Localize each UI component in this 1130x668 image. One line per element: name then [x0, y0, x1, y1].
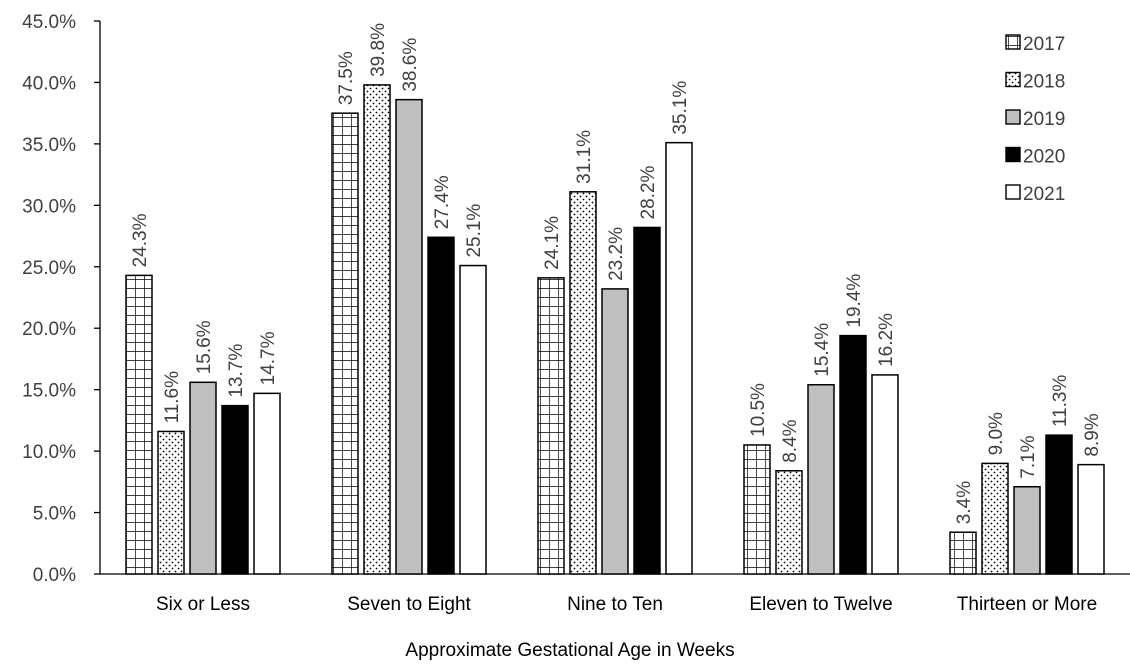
- bar-2018-4: [981, 462, 1009, 575]
- data-label: 39.8%: [368, 23, 389, 77]
- bar-2021-2: [665, 141, 693, 575]
- data-label: 24.3%: [130, 213, 151, 267]
- legend-swatch-2020: [1005, 146, 1021, 163]
- bar-2021-3: [871, 374, 899, 575]
- bar-2018-3: [775, 470, 803, 575]
- bar-2018-2: [569, 191, 597, 575]
- bar-2017-3: [743, 444, 771, 575]
- bar-2017-2: [537, 277, 565, 575]
- bar-2019-4: [1013, 485, 1041, 575]
- bar-2021-1: [459, 264, 487, 575]
- data-label: 11.3%: [1050, 375, 1071, 428]
- legend-label: 2018: [1023, 72, 1065, 93]
- bar-2020-0: [221, 404, 249, 575]
- x-axis: Six or Less Seven to Eight Nine to Ten Elev…: [100, 573, 1130, 615]
- data-label: 16.2%: [876, 313, 897, 367]
- data-label: 24.1%: [542, 216, 563, 270]
- bar-2021-0: [253, 392, 281, 575]
- x-tick-label: Seven to Eight: [347, 594, 471, 615]
- x-tick-label: Eleven to Twelve: [749, 594, 892, 615]
- legend-label: 2021: [1023, 184, 1065, 205]
- legend-swatch-2017: [1005, 34, 1021, 50]
- bar-2019-1: [395, 98, 423, 575]
- legend-swatch-2018: [1005, 71, 1021, 88]
- data-label: 13.7%: [226, 344, 247, 398]
- bar-2017-0: [125, 274, 153, 575]
- legend-swatch-2021: [1005, 184, 1021, 200]
- data-label: 35.1%: [670, 81, 691, 135]
- data-label: 37.5%: [336, 51, 357, 105]
- x-tick-label: Six or Less: [156, 594, 250, 615]
- y-tick-label: 20.0%: [22, 319, 76, 340]
- bars: [125, 84, 1105, 575]
- data-label: 14.7%: [258, 331, 279, 385]
- data-label: 19.4%: [844, 274, 865, 328]
- data-label: 23.2%: [606, 227, 627, 281]
- bar-2018-1: [363, 84, 391, 575]
- bar-2020-1: [427, 236, 455, 575]
- data-label: 28.2%: [638, 165, 659, 219]
- legend-label: 2017: [1023, 34, 1065, 55]
- data-label: 15.6%: [194, 320, 215, 374]
- y-tick-label: 5.0%: [33, 504, 76, 525]
- y-tick-label: 40.0%: [22, 73, 76, 94]
- bar-2017-4: [949, 531, 977, 575]
- data-label: 10.5%: [748, 383, 769, 437]
- data-label: 25.1%: [464, 204, 485, 258]
- legend: 2017 2018 2019 2020 2021: [1005, 34, 1065, 205]
- data-label: 7.1%: [1018, 435, 1039, 478]
- data-label: 9.0%: [986, 412, 1007, 455]
- y-tick-label: 35.0%: [22, 135, 76, 156]
- legend-swatch-2019: [1005, 109, 1021, 125]
- data-label: 8.9%: [1082, 413, 1103, 456]
- y-axis: 0.0% 5.0% 10.0% 15.0% 20.0% 25.0% 30.0% 35.0% 40…: [22, 12, 101, 586]
- x-axis-title: Approximate Gestational Age in Weeks: [405, 640, 734, 661]
- bar-2020-4: [1045, 434, 1073, 575]
- data-label: 8.4%: [780, 419, 801, 462]
- bar-2020-2: [633, 226, 661, 575]
- y-tick-label: 0.0%: [33, 565, 76, 586]
- x-tick-label: Thirteen or More: [957, 594, 1097, 615]
- bar-2021-4: [1077, 463, 1105, 575]
- y-tick-label: 30.0%: [22, 196, 76, 217]
- bar-2017-1: [331, 112, 359, 575]
- y-tick-label: 25.0%: [22, 258, 76, 279]
- data-labels: 24.3% 37.5% 24.1% 10.5% 3.4% 11.6% 39.8% 31.1% 8…: [130, 23, 1103, 524]
- data-label: 15.4%: [812, 323, 833, 377]
- bar-2018-0: [157, 430, 185, 575]
- legend-label: 2019: [1023, 109, 1065, 130]
- bar-2019-2: [601, 288, 629, 575]
- x-tick-label: Nine to Ten: [567, 594, 663, 615]
- y-tick-label: 15.0%: [22, 381, 76, 402]
- bar-2020-3: [839, 334, 867, 575]
- legend-label: 2020: [1023, 147, 1065, 168]
- y-tick-label: 10.0%: [22, 442, 76, 463]
- data-label: 38.6%: [400, 38, 421, 92]
- y-tick-label: 45.0%: [22, 12, 76, 33]
- bar-2019-3: [807, 384, 835, 575]
- bar-2019-0: [189, 381, 217, 575]
- data-label: 3.4%: [954, 481, 975, 524]
- data-label: 31.1%: [574, 130, 595, 184]
- data-label: 11.6%: [162, 371, 183, 424]
- data-label: 27.4%: [432, 175, 453, 229]
